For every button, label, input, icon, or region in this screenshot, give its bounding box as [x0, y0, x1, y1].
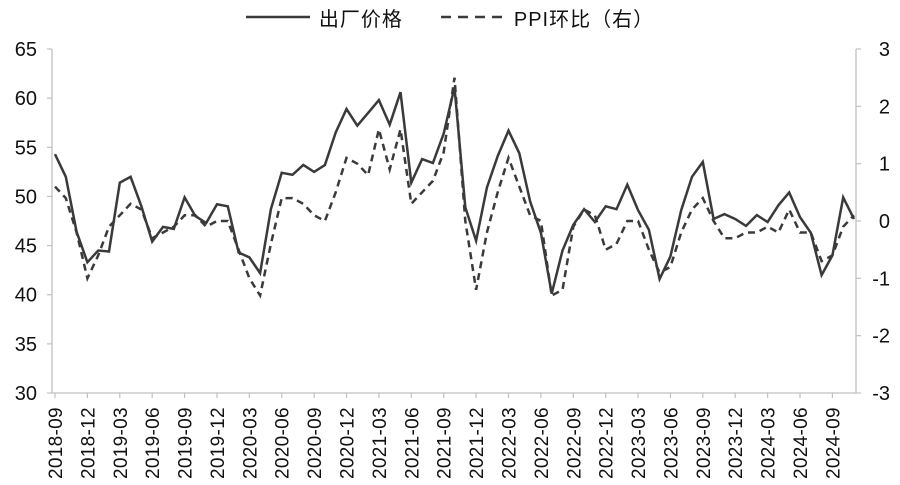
right-axis-tick-label: 3 [879, 39, 890, 61]
x-axis-tick-label: 2020-09 [305, 407, 326, 479]
left-axis-tick-label: 40 [15, 285, 37, 307]
x-axis-tick-label: 2024-06 [791, 407, 812, 479]
x-axis-tick-label: 2021-12 [467, 407, 488, 479]
x-axis-tick-label: 2018-12 [78, 407, 99, 479]
left-axis-tick-label: 50 [15, 186, 37, 208]
right-axis-tick-label: -1 [872, 268, 890, 290]
left-axis-tick-label: 65 [15, 39, 37, 61]
right-axis-tick-label: -3 [872, 383, 890, 405]
left-axis-tick-label: 55 [15, 137, 37, 159]
x-axis-tick-label: 2020-06 [273, 407, 294, 479]
legend-label-factory-price: 出厂价格 [318, 8, 403, 31]
x-axis-tick-label: 2023-06 [661, 407, 682, 479]
x-axis-tick-label: 2019-06 [143, 407, 164, 479]
x-axis-tick-label: 2022-06 [532, 407, 553, 479]
solid-line-sample [245, 15, 310, 19]
x-axis-tick-label: 2022-12 [597, 407, 618, 479]
ppi-mom-line [54, 77, 855, 299]
x-axis-tick-label: 2018-09 [46, 407, 67, 479]
right-axis-tick-label: 1 [879, 154, 890, 176]
legend-item-factory-price: 出厂价格 [245, 3, 403, 32]
x-axis-tick-label: 2022-03 [499, 407, 520, 479]
left-axis-tick-label: 30 [15, 383, 37, 405]
x-axis-tick-label: 2020-03 [240, 407, 261, 479]
right-axis-labels: 3 2 1 0 -1 -2 -3 [872, 39, 890, 405]
x-axis-tick-label: 2019-03 [111, 407, 132, 479]
dashed-line-sample [440, 15, 505, 19]
left-axis-labels: 65 60 55 50 45 40 35 30 [15, 39, 37, 405]
left-axis-tick-label: 60 [15, 88, 37, 110]
x-axis-tick-label: 2023-12 [726, 407, 747, 479]
x-axis-tick-label: 2021-03 [370, 407, 391, 479]
x-axis-tick-label: 2021-06 [402, 407, 423, 479]
right-axis-tick-label: -2 [872, 326, 890, 348]
x-axis-tick-label: 2023-03 [629, 407, 650, 479]
x-axis-tick-label: 2022-09 [564, 407, 585, 479]
factory-price-line [53, 87, 856, 295]
legend-label-ppi-mom: PPI环比（右） [513, 8, 655, 31]
chart-legend: 出厂价格 PPI环比（右） [0, 2, 900, 32]
x-axis-tick-label: 2024-09 [823, 407, 844, 479]
series-lines [53, 77, 856, 299]
axis-ticks [47, 48, 861, 398]
axes [51, 49, 857, 394]
x-axis-tick-label: 2024-03 [759, 407, 780, 479]
legend-item-ppi-mom: PPI环比（右） [440, 3, 655, 32]
x-axis-tick-label: 2023-09 [694, 407, 715, 479]
x-axis-labels: 2018-09 2018-12 2019-03 2019-06 2019-09 2019-… [46, 407, 844, 479]
right-axis-tick-label: 0 [879, 211, 890, 233]
x-axis-tick-label: 2021-09 [435, 407, 456, 479]
left-axis-tick-label: 35 [15, 334, 37, 356]
x-axis-tick-label: 2019-12 [208, 407, 229, 479]
right-axis-tick-label: 2 [879, 96, 890, 118]
x-axis-tick-label: 2020-12 [338, 407, 359, 479]
x-axis-tick-label: 2019-09 [176, 407, 197, 479]
left-axis-tick-label: 45 [15, 236, 37, 258]
